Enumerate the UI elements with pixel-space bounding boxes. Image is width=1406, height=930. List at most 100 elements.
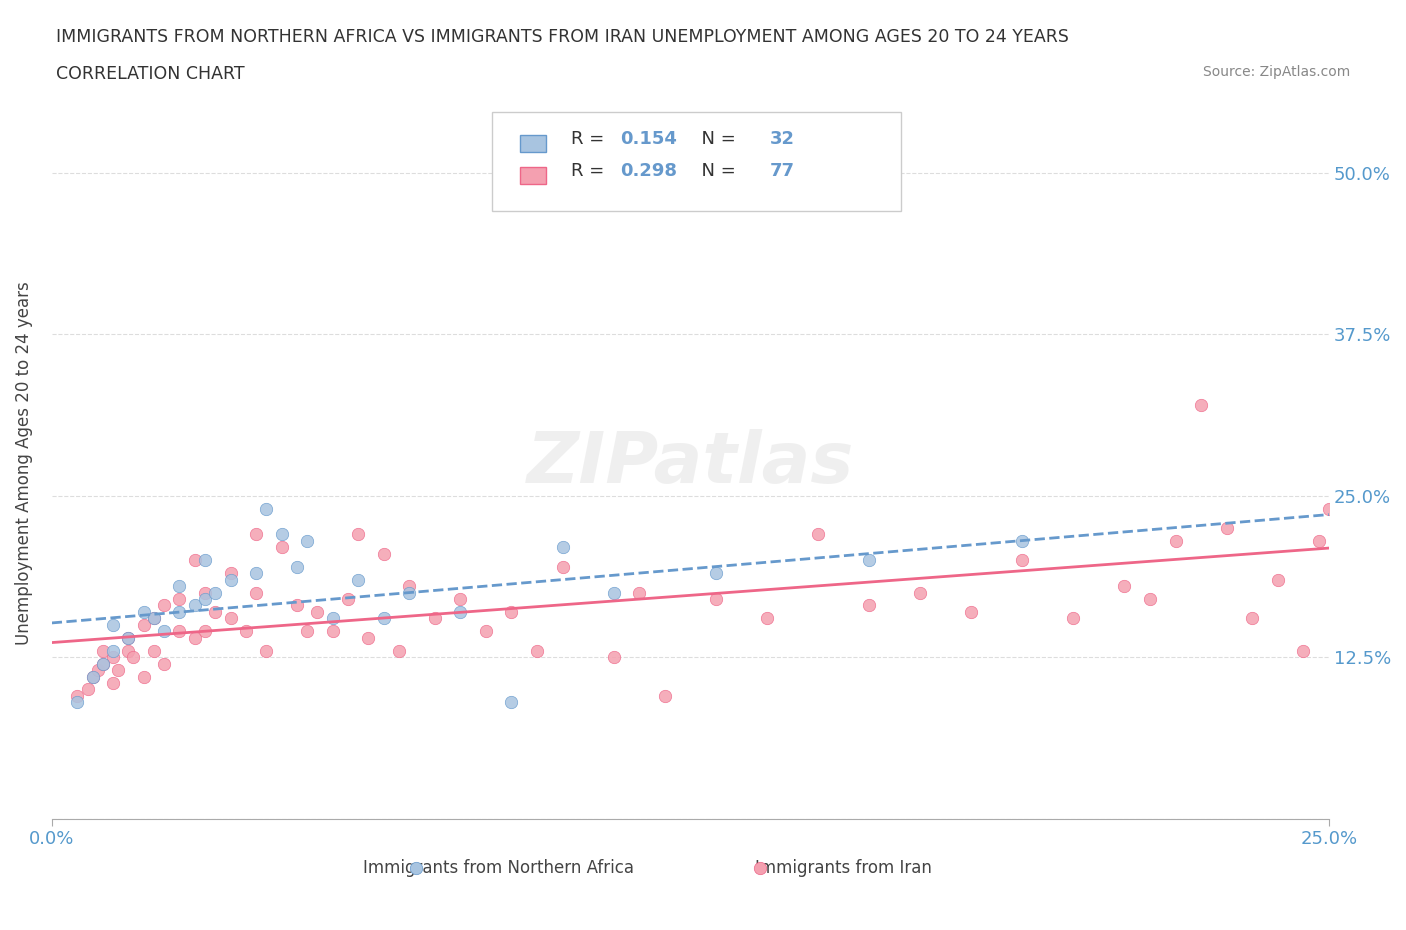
Point	[91, 644, 114, 658]
Point	[142, 611, 165, 626]
Point	[628, 585, 651, 600]
Point	[337, 591, 360, 606]
Point	[204, 604, 226, 619]
Point	[347, 572, 370, 587]
Point	[501, 695, 523, 710]
Point	[398, 578, 420, 593]
Text: R =: R =	[571, 162, 610, 180]
Point	[142, 644, 165, 658]
Point	[87, 663, 110, 678]
Point	[153, 598, 176, 613]
Point	[526, 644, 548, 658]
Point	[322, 611, 344, 626]
Point	[1011, 534, 1033, 549]
Point	[1343, 611, 1365, 626]
Text: 0.154: 0.154	[620, 130, 676, 148]
Text: 0.298: 0.298	[620, 162, 678, 180]
Text: 32: 32	[769, 130, 794, 148]
Point	[270, 527, 292, 542]
Point	[704, 565, 727, 580]
Point	[101, 618, 124, 632]
Point	[807, 527, 830, 542]
Point	[169, 624, 191, 639]
Point	[704, 591, 727, 606]
Text: 77: 77	[769, 162, 794, 180]
Point	[184, 598, 207, 613]
Point	[1317, 501, 1340, 516]
Point	[117, 631, 139, 645]
Point	[1241, 611, 1264, 626]
Point	[82, 669, 104, 684]
Text: N =: N =	[690, 162, 742, 180]
Point	[295, 624, 318, 639]
Point	[398, 585, 420, 600]
Point	[1308, 534, 1330, 549]
Text: N =: N =	[690, 130, 742, 148]
Point	[153, 657, 176, 671]
Point	[1114, 578, 1136, 593]
Point	[101, 650, 124, 665]
Point	[1189, 398, 1212, 413]
Point	[1327, 352, 1350, 367]
Point	[449, 604, 471, 619]
Point	[107, 663, 129, 678]
Text: Immigrants from Iran: Immigrants from Iran	[755, 859, 932, 877]
Point	[960, 604, 983, 619]
Point	[66, 695, 89, 710]
Point	[501, 604, 523, 619]
FancyBboxPatch shape	[492, 112, 901, 211]
Point	[755, 611, 778, 626]
Point	[858, 552, 880, 567]
Point	[184, 552, 207, 567]
Point	[551, 540, 574, 555]
Point	[194, 552, 217, 567]
Point	[307, 604, 329, 619]
Point	[194, 624, 217, 639]
Text: Immigrants from Northern Africa: Immigrants from Northern Africa	[363, 859, 634, 877]
Point	[654, 688, 676, 703]
Point	[908, 585, 931, 600]
FancyBboxPatch shape	[520, 135, 546, 153]
Point	[132, 604, 155, 619]
Point	[204, 585, 226, 600]
Point	[373, 611, 395, 626]
Point	[270, 540, 292, 555]
Point	[475, 624, 498, 639]
Point	[1215, 521, 1237, 536]
Point	[1139, 591, 1161, 606]
Point	[101, 675, 124, 690]
Point	[285, 598, 308, 613]
Point	[245, 527, 267, 542]
Point	[388, 644, 411, 658]
Point	[1267, 572, 1289, 587]
Point	[357, 631, 380, 645]
Point	[142, 611, 165, 626]
Point	[347, 527, 370, 542]
Point	[122, 650, 145, 665]
Point	[91, 657, 114, 671]
Point	[245, 585, 267, 600]
Point	[1292, 644, 1315, 658]
Point	[76, 682, 98, 697]
Point	[602, 650, 624, 665]
Point	[169, 604, 191, 619]
Point	[66, 688, 89, 703]
Point	[602, 585, 624, 600]
Point	[82, 669, 104, 684]
Point	[101, 644, 124, 658]
Point	[219, 565, 242, 580]
Point	[1368, 572, 1391, 587]
Point	[245, 565, 267, 580]
Point	[184, 631, 207, 645]
Point	[132, 669, 155, 684]
Point	[117, 644, 139, 658]
Point	[1164, 534, 1187, 549]
Point	[219, 611, 242, 626]
Point	[117, 631, 139, 645]
Point	[153, 624, 176, 639]
Point	[169, 578, 191, 593]
Point	[449, 591, 471, 606]
Point	[285, 559, 308, 574]
Y-axis label: Unemployment Among Ages 20 to 24 years: Unemployment Among Ages 20 to 24 years	[15, 282, 32, 645]
Point	[194, 591, 217, 606]
